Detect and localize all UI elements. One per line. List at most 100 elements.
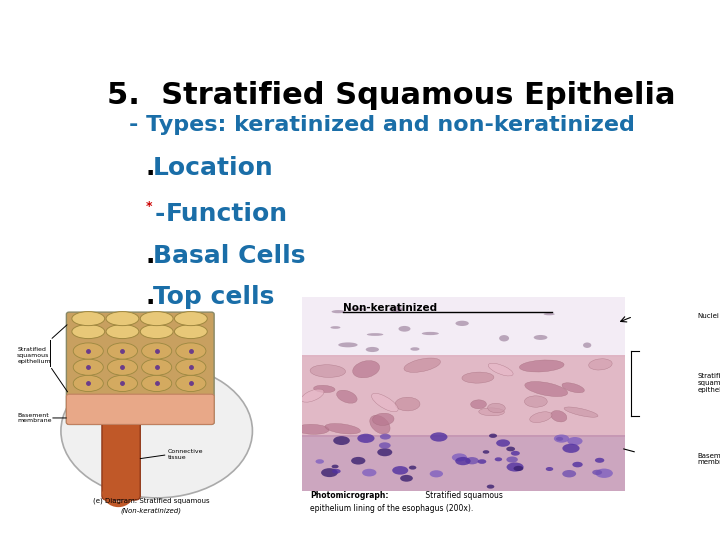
Ellipse shape	[107, 343, 138, 359]
Circle shape	[357, 434, 374, 443]
Circle shape	[315, 459, 324, 464]
Ellipse shape	[338, 342, 358, 347]
Circle shape	[489, 434, 497, 438]
Circle shape	[392, 466, 408, 475]
Circle shape	[380, 434, 391, 440]
Text: Nuclei: Nuclei	[698, 313, 719, 320]
Ellipse shape	[564, 407, 598, 417]
Ellipse shape	[544, 313, 554, 315]
Ellipse shape	[389, 307, 402, 312]
Text: Basement
membrane: Basement membrane	[698, 453, 720, 465]
Circle shape	[595, 469, 613, 478]
Text: 5.  Stratified Squamous Epithelia: 5. Stratified Squamous Epithelia	[107, 82, 675, 111]
Circle shape	[593, 470, 602, 475]
Text: - Types: keratinized and non-keratinized: - Types: keratinized and non-keratinized	[129, 114, 635, 134]
Circle shape	[495, 457, 502, 461]
Ellipse shape	[72, 325, 104, 339]
Ellipse shape	[142, 359, 172, 375]
Ellipse shape	[106, 312, 139, 326]
Circle shape	[562, 444, 580, 453]
Ellipse shape	[410, 347, 420, 351]
Text: Function: Function	[166, 202, 288, 226]
Ellipse shape	[314, 386, 335, 393]
Ellipse shape	[142, 343, 172, 359]
Ellipse shape	[551, 410, 567, 422]
Circle shape	[554, 435, 570, 443]
Circle shape	[496, 440, 510, 447]
Ellipse shape	[176, 359, 206, 375]
Circle shape	[572, 462, 582, 467]
Ellipse shape	[462, 372, 494, 383]
Circle shape	[513, 466, 523, 471]
Circle shape	[477, 459, 486, 464]
Ellipse shape	[325, 423, 361, 434]
Ellipse shape	[332, 310, 345, 313]
Text: Photomicrograph:: Photomicrograph:	[310, 491, 389, 500]
Ellipse shape	[106, 325, 139, 339]
Ellipse shape	[499, 335, 509, 341]
Ellipse shape	[330, 326, 341, 329]
Circle shape	[351, 457, 366, 464]
Circle shape	[465, 457, 479, 464]
Ellipse shape	[353, 361, 379, 378]
Text: Location: Location	[153, 156, 274, 180]
Circle shape	[430, 470, 443, 477]
Circle shape	[546, 467, 553, 471]
Ellipse shape	[404, 358, 441, 373]
Ellipse shape	[176, 375, 206, 391]
Circle shape	[333, 436, 350, 445]
Text: -: -	[155, 202, 165, 226]
Ellipse shape	[456, 321, 469, 326]
Ellipse shape	[366, 347, 379, 352]
Ellipse shape	[530, 412, 552, 423]
Ellipse shape	[310, 364, 346, 377]
Bar	[302, 297, 625, 357]
Text: Stratified squamous: Stratified squamous	[423, 491, 503, 500]
FancyBboxPatch shape	[66, 312, 214, 424]
Text: .: .	[145, 156, 156, 180]
Text: (e) Diagram: Stratified squamous: (e) Diagram: Stratified squamous	[93, 498, 210, 504]
Ellipse shape	[140, 325, 173, 339]
Text: .: .	[145, 244, 156, 268]
Circle shape	[556, 437, 563, 441]
Ellipse shape	[366, 333, 383, 336]
Ellipse shape	[140, 312, 173, 326]
Ellipse shape	[479, 408, 505, 416]
Ellipse shape	[488, 363, 513, 376]
Ellipse shape	[73, 359, 104, 375]
Ellipse shape	[73, 343, 104, 359]
Text: Stratified
squamous
epithelium: Stratified squamous epithelium	[17, 347, 51, 363]
Ellipse shape	[174, 325, 207, 339]
Ellipse shape	[142, 375, 172, 391]
FancyBboxPatch shape	[66, 394, 214, 424]
Circle shape	[430, 433, 447, 442]
Text: *: *	[145, 200, 153, 213]
Ellipse shape	[350, 308, 366, 310]
Ellipse shape	[519, 360, 564, 372]
FancyBboxPatch shape	[102, 414, 140, 500]
Ellipse shape	[107, 375, 138, 391]
Text: (Non-keratinized): (Non-keratinized)	[121, 508, 181, 514]
Ellipse shape	[487, 403, 505, 413]
Circle shape	[452, 454, 467, 462]
Ellipse shape	[372, 413, 394, 426]
Ellipse shape	[422, 332, 438, 335]
Text: Basal Cells: Basal Cells	[153, 244, 305, 268]
Circle shape	[595, 458, 604, 463]
Ellipse shape	[589, 359, 612, 370]
Ellipse shape	[107, 359, 138, 375]
Circle shape	[379, 442, 391, 449]
Circle shape	[409, 465, 416, 470]
Circle shape	[507, 462, 523, 471]
Ellipse shape	[174, 312, 207, 326]
Circle shape	[506, 447, 515, 451]
Circle shape	[487, 484, 495, 489]
Ellipse shape	[301, 389, 324, 402]
Ellipse shape	[583, 342, 591, 348]
Circle shape	[567, 437, 582, 445]
Text: epithelium lining of the esophagus (200x).: epithelium lining of the esophagus (200x…	[310, 504, 474, 513]
Ellipse shape	[398, 326, 410, 332]
Circle shape	[506, 456, 518, 463]
Ellipse shape	[534, 335, 547, 340]
Ellipse shape	[72, 312, 104, 326]
